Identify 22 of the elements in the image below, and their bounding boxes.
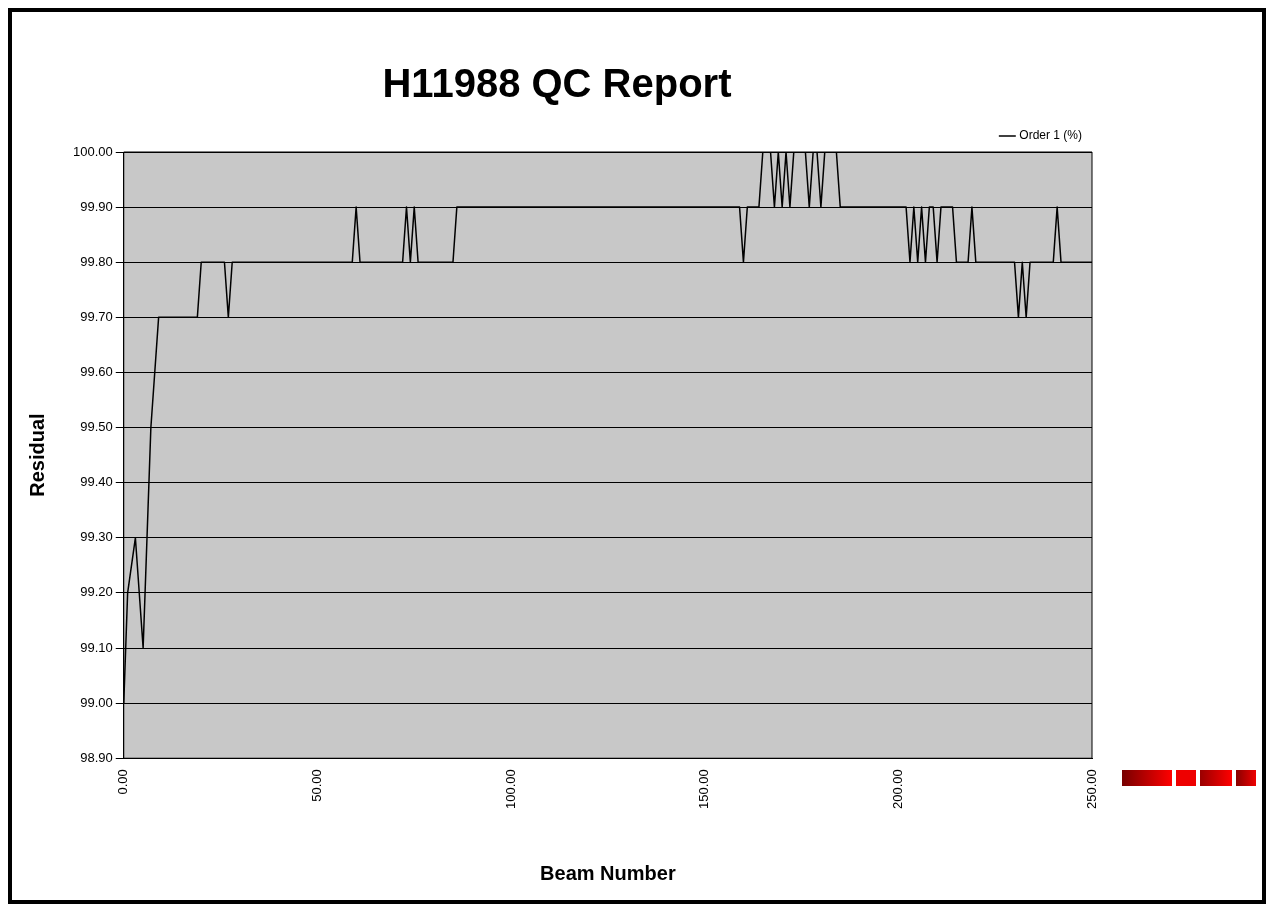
y-axis-title: Residual xyxy=(25,413,48,497)
y-tick-label: 99.30 xyxy=(80,529,113,545)
x-axis-title: Beam Number xyxy=(540,861,676,884)
x-tick-label: 150.00 xyxy=(696,769,712,809)
x-tick-label: 100.00 xyxy=(502,769,518,809)
y-tick-label: 99.60 xyxy=(80,364,113,380)
y-tick-label: 99.90 xyxy=(80,198,113,214)
y-tick-label: 98.90 xyxy=(80,749,113,765)
y-tick-label: 100.00 xyxy=(73,143,113,159)
x-tick-label: 50.00 xyxy=(308,769,324,802)
chart-title: H11988 QC Report xyxy=(382,61,732,106)
y-tick-label: 99.10 xyxy=(80,639,113,655)
x-tick-label: 200.00 xyxy=(889,769,905,809)
legend-label: Order 1 (%) xyxy=(1019,128,1083,143)
x-tick-label: 0.00 xyxy=(115,769,131,795)
x-tick-label: 250.00 xyxy=(1083,769,1099,809)
y-tick-label: 99.40 xyxy=(80,474,113,490)
y-tick-label: 99.50 xyxy=(80,419,113,435)
y-tick-label: 99.20 xyxy=(80,584,113,600)
y-tick-label: 99.80 xyxy=(80,253,113,269)
y-tick-label: 99.00 xyxy=(80,694,113,710)
y-tick-label: 99.70 xyxy=(80,308,113,324)
